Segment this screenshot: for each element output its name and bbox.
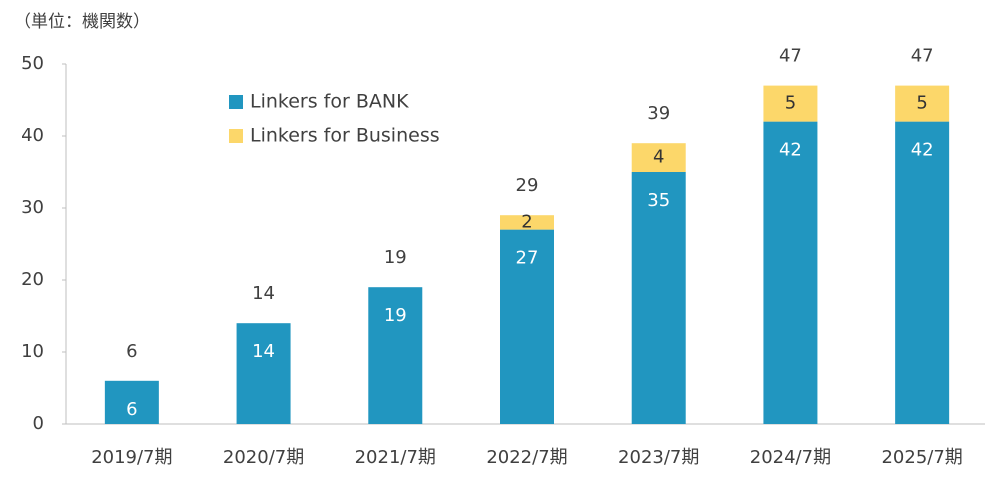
bar-segment — [763, 121, 818, 424]
bar-segment — [895, 121, 950, 424]
y-tick-label: 0 — [33, 413, 44, 434]
y-tick-label: 30 — [21, 197, 44, 218]
x-tick-label: 2024/7期 — [750, 447, 831, 468]
bar-segment — [500, 229, 554, 424]
x-tick-label: 2023/7期 — [618, 447, 699, 468]
value-label: 4 — [653, 147, 664, 168]
bar-segment — [631, 172, 686, 424]
total-label: 47 — [779, 46, 802, 67]
legend-label: Linkers for Business — [250, 125, 440, 147]
bar-segment — [631, 143, 686, 172]
value-label: 19 — [384, 305, 407, 326]
bar-segment — [763, 85, 818, 122]
x-tick-label: 2021/7期 — [355, 447, 436, 468]
value-label: 6 — [126, 399, 137, 420]
y-tick-label: 20 — [21, 269, 44, 290]
y-tick-label: 40 — [21, 125, 44, 146]
total-label: 19 — [384, 247, 407, 268]
total-label: 29 — [516, 175, 539, 196]
legend-label: Linkers for BANK — [250, 91, 409, 113]
value-label: 42 — [779, 140, 802, 161]
bar-segment — [368, 287, 423, 424]
value-label: 2 — [521, 211, 532, 232]
value-label: 5 — [916, 93, 927, 114]
total-label: 39 — [647, 103, 670, 124]
value-label: 27 — [516, 248, 539, 269]
total-label: 6 — [126, 341, 137, 362]
x-tick-label: 2022/7期 — [486, 447, 567, 468]
total-label: 47 — [911, 46, 934, 67]
bar-segment — [104, 380, 159, 424]
bar-segment — [895, 85, 950, 122]
bar-segment — [236, 323, 291, 424]
unit-label: （単位：機関数） — [14, 12, 150, 32]
value-label: 14 — [252, 341, 275, 362]
legend-swatch — [229, 95, 243, 109]
bar-segment — [500, 215, 554, 230]
y-tick-label: 10 — [21, 341, 44, 362]
x-tick-label: 2019/7期 — [91, 447, 172, 468]
legend-swatch — [229, 129, 243, 143]
value-label: 5 — [785, 93, 796, 114]
y-tick-label: 50 — [21, 53, 44, 74]
x-tick-label: 2025/7期 — [881, 447, 962, 468]
x-tick-label: 2020/7期 — [223, 447, 304, 468]
value-label: 35 — [647, 190, 670, 211]
total-label: 14 — [252, 283, 275, 304]
value-label: 42 — [911, 140, 934, 161]
